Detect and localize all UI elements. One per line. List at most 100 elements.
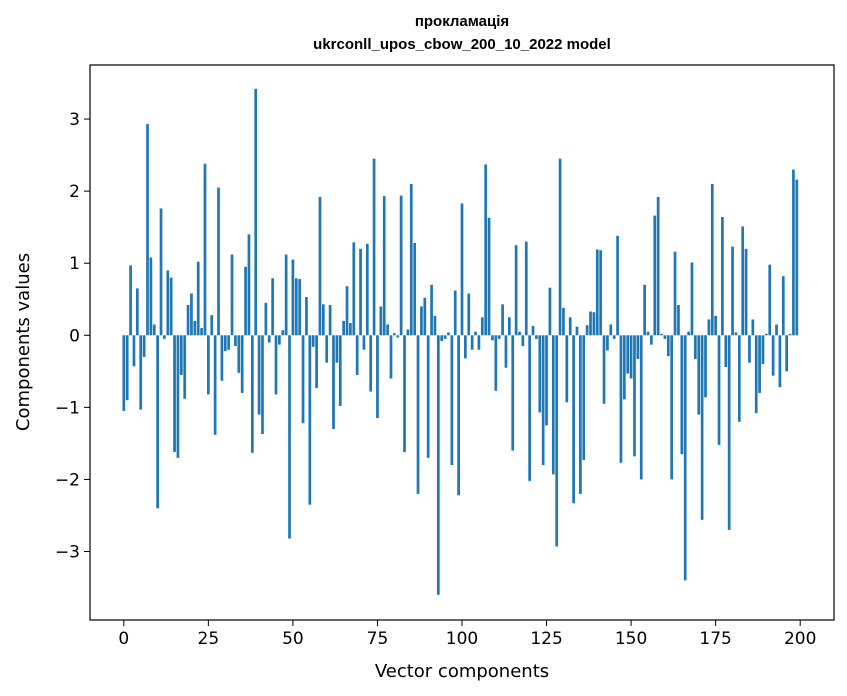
bar-11: [159, 208, 163, 336]
bar-73: [369, 335, 373, 392]
bar-1: [125, 335, 129, 401]
bar-52: [298, 279, 302, 336]
bar-72: [365, 243, 369, 336]
bar-92: [433, 315, 437, 336]
plot-background: [90, 65, 834, 620]
bar-14: [169, 277, 173, 336]
bar-59: [321, 304, 325, 336]
bar-124: [541, 335, 545, 466]
bar-118: [521, 335, 525, 347]
bar-80: [393, 333, 396, 336]
bar-133: [572, 335, 575, 504]
bar-58: [318, 196, 322, 336]
bar-4: [135, 288, 139, 336]
bar-178: [724, 335, 728, 367]
bar-18: [183, 335, 187, 399]
bar-50: [291, 259, 295, 336]
bar-78: [386, 324, 389, 336]
bar-63: [335, 335, 339, 363]
bar-13: [166, 270, 170, 336]
bar-134: [575, 326, 579, 336]
bar-42: [264, 302, 268, 336]
bar-187: [754, 335, 758, 414]
bar-95: [443, 335, 447, 339]
bar-32: [230, 254, 234, 336]
x-tick-label: 125: [530, 629, 562, 649]
chart-title: прокламація: [414, 13, 510, 30]
x-tick-label: 25: [198, 629, 220, 649]
bar-160: [663, 335, 667, 339]
bar-136: [582, 335, 586, 460]
bar-30: [223, 335, 227, 352]
bar-34: [237, 335, 241, 373]
bar-29: [220, 335, 224, 381]
bar-85: [409, 183, 413, 336]
bar-113: [504, 335, 508, 368]
bar-75: [376, 335, 379, 419]
bar-143: [606, 335, 609, 351]
bar-198: [792, 169, 795, 336]
bar-82: [399, 195, 403, 336]
x-axis-ticks: 0 25 50 75 100 125 150 175 200: [118, 620, 816, 649]
bar-15: [173, 335, 176, 453]
bar-0: [122, 335, 126, 411]
bar-123: [538, 335, 542, 413]
bar-56: [311, 335, 315, 347]
bar-96: [447, 332, 450, 336]
bar-135: [579, 335, 582, 494]
bar-36: [244, 266, 247, 336]
bar-154: [643, 284, 646, 336]
bar-48: [284, 254, 288, 336]
bars-group: [122, 88, 799, 595]
bar-174: [710, 183, 714, 336]
bar-176: [717, 335, 721, 445]
bar-145: [612, 335, 616, 339]
bar-91: [430, 284, 433, 336]
bar-114: [507, 317, 511, 336]
bar-68: [352, 242, 356, 336]
bar-165: [680, 335, 684, 455]
bar-45: [274, 335, 278, 395]
bar-28: [217, 187, 220, 336]
bar-177: [721, 217, 724, 336]
bar-158: [656, 196, 660, 336]
bar-153: [639, 335, 643, 480]
bar-189: [761, 335, 765, 365]
bar-81: [396, 335, 400, 338]
x-tick-label: 0: [118, 629, 129, 649]
bar-98: [453, 290, 457, 336]
bar-84: [406, 329, 410, 336]
y-tick-label: −3: [55, 543, 80, 563]
bar-161: [666, 335, 670, 357]
bar-173: [707, 319, 711, 336]
x-tick-label: 75: [367, 629, 389, 649]
bar-196: [785, 335, 789, 372]
bar-108: [487, 217, 491, 336]
bar-22: [196, 261, 200, 336]
bar-194: [778, 335, 782, 388]
bar-129: [558, 158, 562, 336]
bar-25: [207, 335, 210, 395]
bar-141: [599, 250, 603, 336]
bar-171: [700, 335, 704, 520]
bar-103: [470, 335, 474, 350]
bar-156: [650, 335, 653, 345]
bar-83: [403, 335, 406, 453]
bar-140: [595, 249, 599, 336]
bar-69: [355, 335, 359, 375]
chart-subtitle: ukrconll_upos_cbow_200_10_2022 model: [313, 36, 611, 53]
bar-122: [535, 335, 538, 339]
bar-62: [332, 335, 335, 429]
bar-57: [315, 335, 318, 388]
bar-53: [301, 335, 305, 424]
y-axis-ticks: −3 −2 −1 0 1 2 3: [55, 110, 90, 563]
bar-162: [670, 335, 674, 480]
bar-110: [494, 335, 498, 391]
bar-138: [589, 311, 592, 336]
bar-144: [609, 324, 613, 336]
y-tick-label: 0: [69, 326, 80, 346]
bar-26: [210, 315, 214, 336]
bar-16: [176, 335, 180, 458]
bar-43: [267, 335, 271, 343]
